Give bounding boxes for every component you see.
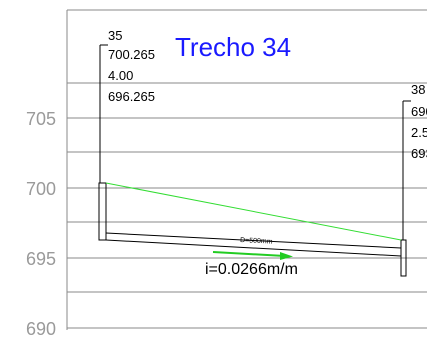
pipe-slope-label: i=0.0266m/m — [205, 261, 298, 278]
left-node-depth: 4.00 — [108, 68, 133, 83]
elevation-label-695: 695 — [26, 249, 56, 269]
pipe-invert-line — [105, 239, 402, 257]
pipe-diameter-label: D=500mm — [240, 237, 273, 246]
elevation-label-705: 705 — [26, 109, 56, 129]
right-node-id: 38 — [411, 82, 425, 97]
left-node-terrain-elevation: 700.265 — [108, 47, 155, 62]
elevation-label-700: 700 — [26, 179, 56, 199]
right-node-depth: 2.5 — [411, 125, 427, 140]
right-node-invert-elevation: 693 — [411, 146, 427, 161]
elevation-grid — [67, 9, 427, 329]
elevation-label-690: 690 — [26, 319, 56, 339]
left-node-id: 35 — [108, 28, 122, 43]
right-node-terrain-elevation: 690 — [411, 104, 427, 119]
right-manhole — [400, 239, 407, 277]
flow-direction-arrow — [212, 251, 293, 260]
section-title: Trecho 34 — [175, 32, 291, 62]
left-manhole — [98, 182, 107, 241]
left-node-invert-elevation: 696.265 — [108, 89, 155, 104]
terrain-line — [105, 182, 402, 241]
pipe-crown-line — [105, 232, 402, 249]
